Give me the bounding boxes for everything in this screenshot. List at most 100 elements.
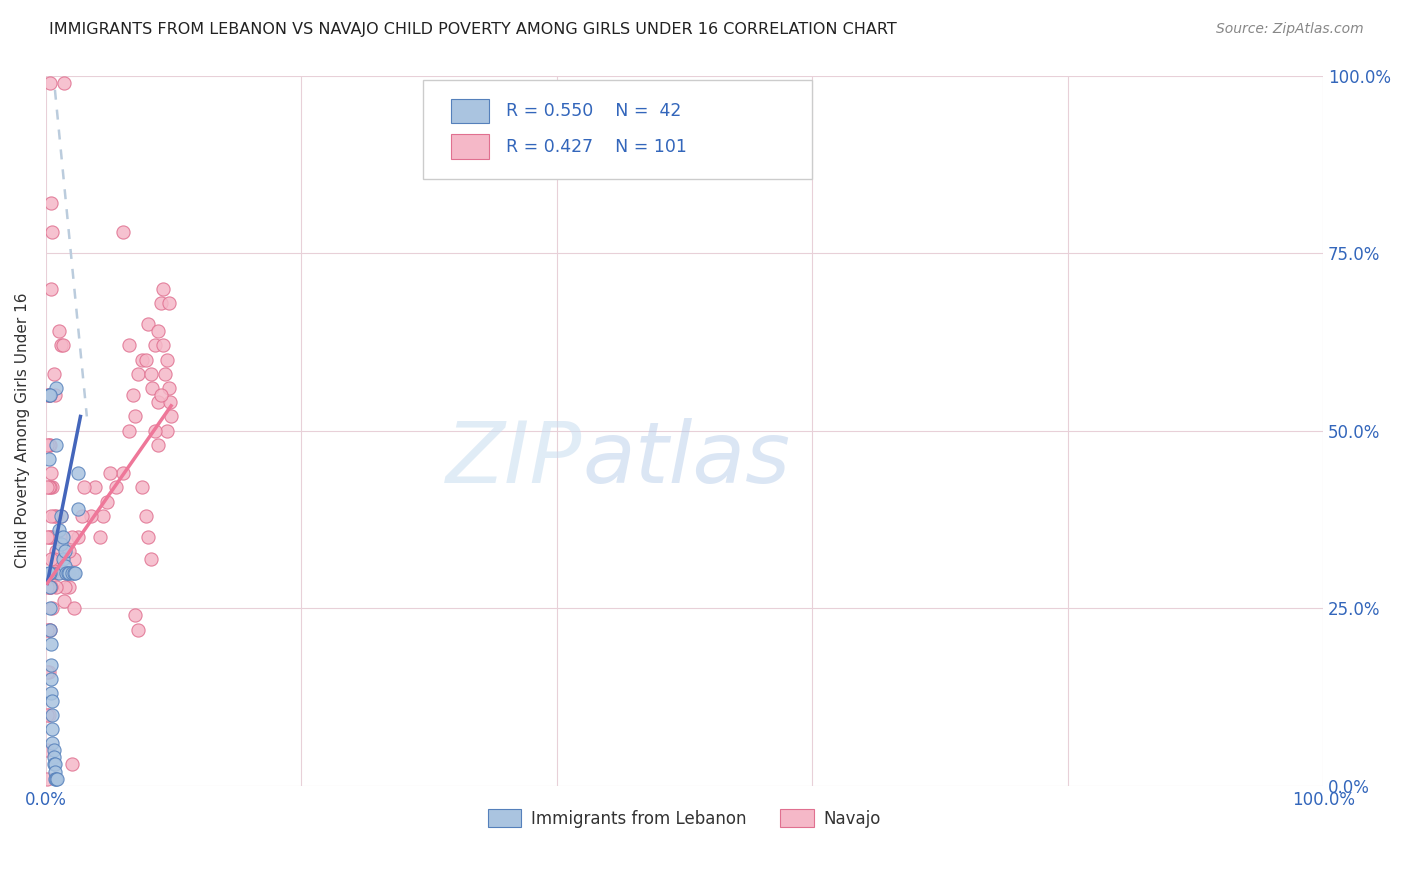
Point [38, 665, 60, 680]
Point [143, 424, 166, 438]
Point [136, 530, 159, 544]
Text: R = 0.550    N =  42: R = 0.550 N = 42 [506, 102, 681, 120]
Point [93, 508, 115, 523]
FancyBboxPatch shape [451, 135, 489, 159]
Point [38, 580, 60, 594]
Point [63, 551, 86, 566]
Point [156, 424, 179, 438]
Point [51, 508, 73, 523]
Point [157, 381, 180, 395]
Point [124, 409, 146, 424]
Point [37, 438, 59, 452]
Point [58, 580, 80, 594]
Point [152, 338, 174, 352]
Point [39, 637, 62, 651]
Point [65, 566, 87, 580]
Point [44, 772, 66, 786]
Point [37, 388, 59, 402]
Point [48, 566, 70, 580]
Point [143, 338, 166, 352]
Point [42, 367, 65, 381]
Point [51, 338, 73, 352]
Point [135, 508, 157, 523]
Point [73, 480, 96, 494]
Point [39, 282, 62, 296]
Point [38, 580, 60, 594]
Point [53, 580, 76, 594]
Point [60, 566, 83, 580]
Point [41, 693, 63, 707]
Point [38, 580, 60, 594]
Point [38, 623, 60, 637]
Point [56, 566, 79, 580]
Point [96, 494, 118, 508]
Point [52, 338, 75, 352]
Point [38, 623, 60, 637]
Point [118, 338, 141, 352]
Point [52, 594, 75, 608]
Point [148, 324, 170, 338]
Point [46, 566, 69, 580]
Point [39, 467, 62, 481]
Point [41, 225, 63, 239]
Point [45, 580, 67, 594]
Point [51, 508, 73, 523]
Point [37, 665, 59, 680]
Point [42, 750, 65, 764]
Point [152, 282, 174, 296]
Point [38, 707, 60, 722]
Point [37, 580, 59, 594]
Point [111, 225, 134, 239]
Point [51, 537, 73, 551]
Point [37, 530, 59, 544]
Point [131, 480, 153, 494]
Point [139, 367, 162, 381]
Point [42, 551, 65, 566]
Point [38, 76, 60, 90]
Point [41, 480, 63, 494]
Point [41, 736, 63, 750]
Point [39, 508, 62, 523]
Point [39, 658, 62, 673]
Point [52, 530, 75, 544]
Point [49, 530, 72, 544]
Point [38, 438, 60, 452]
Point [44, 757, 66, 772]
Point [41, 707, 63, 722]
FancyBboxPatch shape [451, 99, 489, 123]
Point [53, 544, 76, 558]
Point [52, 551, 75, 566]
Point [38, 480, 60, 494]
Point [37, 743, 59, 757]
Point [148, 395, 170, 409]
Point [45, 381, 67, 395]
Text: atlas: atlas [582, 417, 790, 500]
Point [55, 566, 77, 580]
Point [121, 388, 143, 402]
Point [38, 530, 60, 544]
Point [41, 530, 63, 544]
Point [48, 324, 70, 338]
Point [118, 424, 141, 438]
Point [63, 566, 86, 580]
Point [66, 530, 89, 544]
Point [131, 352, 153, 367]
Point [41, 601, 63, 615]
FancyBboxPatch shape [423, 80, 813, 178]
Point [48, 551, 70, 566]
Point [160, 409, 183, 424]
Point [79, 508, 101, 523]
Text: Source: ZipAtlas.com: Source: ZipAtlas.com [1216, 22, 1364, 37]
Point [37, 623, 59, 637]
Point [45, 772, 67, 786]
Point [58, 566, 80, 580]
Point [83, 480, 105, 494]
Point [58, 544, 80, 558]
Point [44, 388, 66, 402]
Point [149, 388, 172, 402]
Point [55, 566, 77, 580]
Point [37, 772, 59, 786]
Point [45, 438, 67, 452]
Point [39, 672, 62, 686]
Point [53, 558, 76, 573]
